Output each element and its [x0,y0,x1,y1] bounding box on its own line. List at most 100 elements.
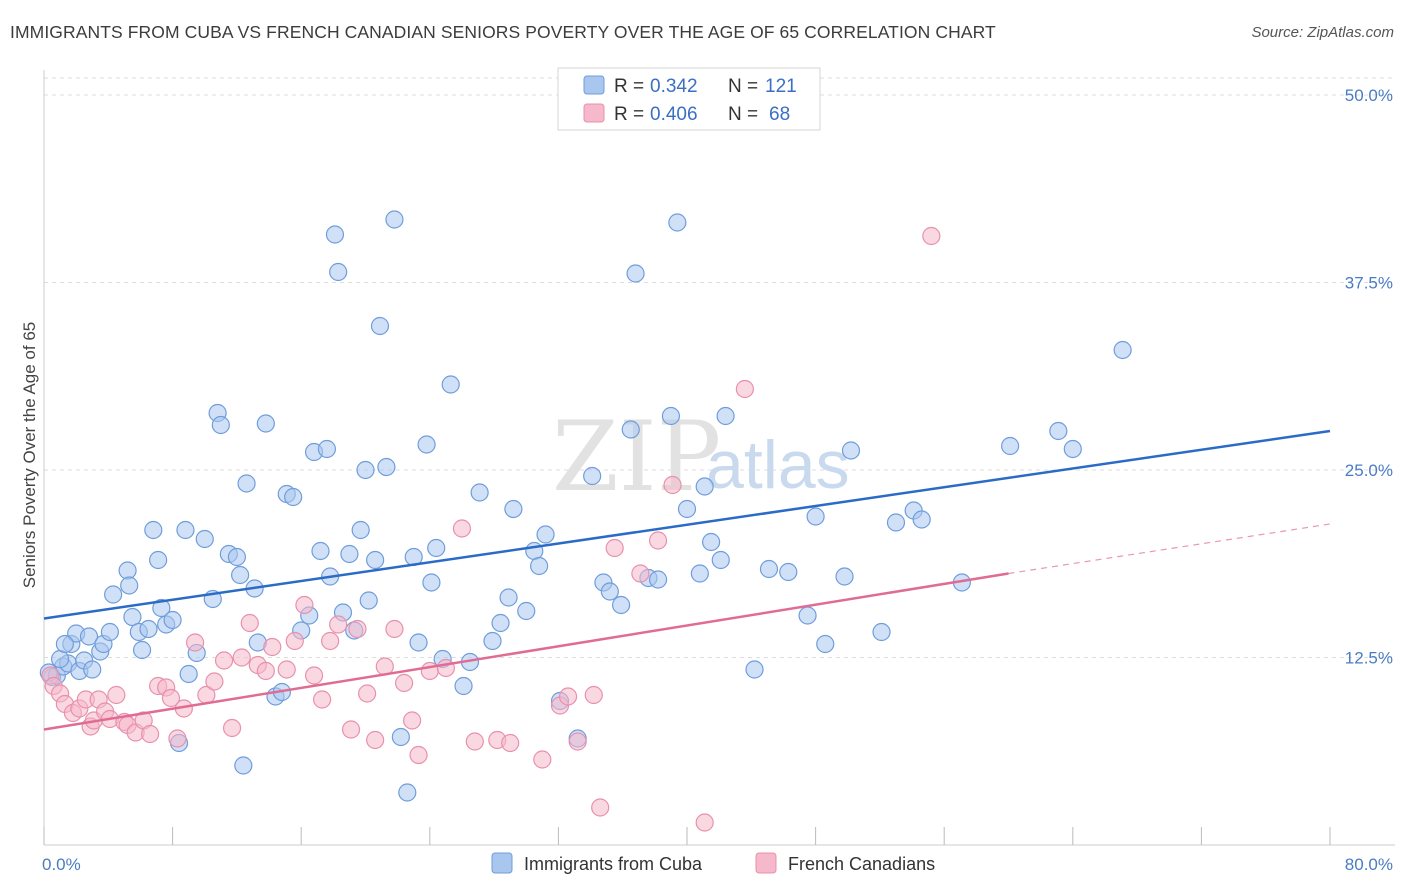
french-point-25 [205,672,224,691]
french-point-57 [558,687,578,706]
french-point-36 [304,666,324,685]
cuba-point-8 [79,627,99,646]
cuba-point-13 [104,585,123,604]
french-point-31 [256,661,275,681]
x-tick-label-0: 0.0% [42,855,81,874]
french-point-42 [358,684,377,703]
cuba-point-105 [806,507,825,526]
cuba-point-115 [1049,421,1068,441]
cuba-point-117 [1113,340,1132,360]
cuba-point-24 [163,610,182,630]
cuba-point-63 [391,727,410,747]
cuba-point-49 [317,439,337,459]
french-point-64 [663,475,682,495]
cuba-point-107 [835,567,854,586]
french-point-39 [329,615,348,634]
french-point-67 [922,226,941,246]
french-point-43 [366,730,385,750]
cuba-point-106 [816,634,835,654]
y-tick-label-3: 50.0% [1345,86,1393,105]
cuba-point-27 [179,664,198,684]
chart-title: IMMIGRANTS FROM CUBA VS FRENCH CANADIAN … [10,22,996,42]
cuba-point-16 [123,607,142,627]
french-point-50 [436,658,455,678]
cuba-point-104 [798,606,817,625]
cuba-point-59 [366,550,385,570]
cuba-point-51 [325,225,345,244]
french-point-58 [568,732,587,751]
french-point-66 [735,379,754,399]
cuba-point-19 [139,619,158,639]
cuba-point-60 [370,316,390,336]
cuba-point-75 [483,631,502,651]
cuba-point-57 [356,460,375,480]
cuba-point-92 [648,570,668,589]
cuba-point-74 [470,483,489,502]
french-point-46 [394,673,414,693]
french-point-28 [232,648,251,667]
bottom-legend-swatch-french [755,852,777,874]
trendline-french [43,572,1009,731]
cuba-point-101 [745,660,764,679]
legend-swatch-french [583,103,605,123]
cuba-point-120 [55,634,74,654]
french-point-38 [321,631,340,651]
french-point-55 [533,750,552,769]
cuba-point-29 [195,529,214,549]
french-point-26 [214,651,234,670]
french-point-48 [409,745,428,765]
legend-swatch-cuba [583,75,605,95]
french-point-62 [631,564,650,583]
french-point-33 [277,660,296,679]
cuba-point-90 [626,264,645,283]
cuba-point-40 [234,756,253,775]
cuba-point-64 [398,783,417,802]
y-tick-label-2: 37.5% [1345,274,1393,293]
axes [43,70,1395,846]
cuba-point-85 [583,466,602,486]
cuba-point-9 [83,660,102,679]
legend-r-label-french: R = [614,104,644,125]
french-point-34 [285,631,304,651]
cuba-point-21 [149,550,168,570]
cuba-point-66 [409,633,428,652]
bottom-legend-label-french: French Canadians [788,854,935,874]
french-point-61 [605,538,624,558]
cuba-point-96 [690,564,709,583]
french-point-12 [107,685,126,705]
cuba-point-39 [256,414,275,433]
french-point-17 [140,724,160,744]
cuba-point-34 [227,547,246,567]
cuba-point-95 [677,499,697,519]
cuba-point-56 [351,520,370,540]
french-point-20 [161,688,181,708]
french-point-35 [295,595,314,615]
cuba-point-36 [237,474,256,493]
cuba-point-93 [661,406,681,426]
cuba-point-67 [417,435,436,454]
legend-r-label-cuba: R = [614,76,644,97]
cuba-point-32 [211,415,230,435]
cuba-point-87 [600,582,619,601]
x-tick-label-1: 80.0% [1345,855,1393,874]
y-axis-label: Seniors Poverty Over the Age of 65 [20,322,39,588]
trendline-cuba [43,429,1331,620]
cuba-point-54 [340,544,359,564]
legend-n-value-french: 68 [769,104,790,125]
y-tick-label-0: 12.5% [1345,649,1393,668]
cuba-point-109 [872,622,891,642]
cuba-point-102 [759,559,779,579]
cuba-point-20 [144,520,163,540]
legend-n-label-cuba: N = [728,76,758,97]
cuba-point-89 [621,420,640,439]
french-point-59 [584,685,603,705]
cuba-point-81 [530,556,549,576]
cuba-point-78 [504,499,523,519]
cuba-point-72 [454,676,473,696]
french-point-21 [168,729,187,748]
french-point-52 [465,732,484,751]
cuba-point-44 [284,487,303,507]
cuba-point-62 [385,210,404,229]
cuba-point-52 [329,262,348,282]
